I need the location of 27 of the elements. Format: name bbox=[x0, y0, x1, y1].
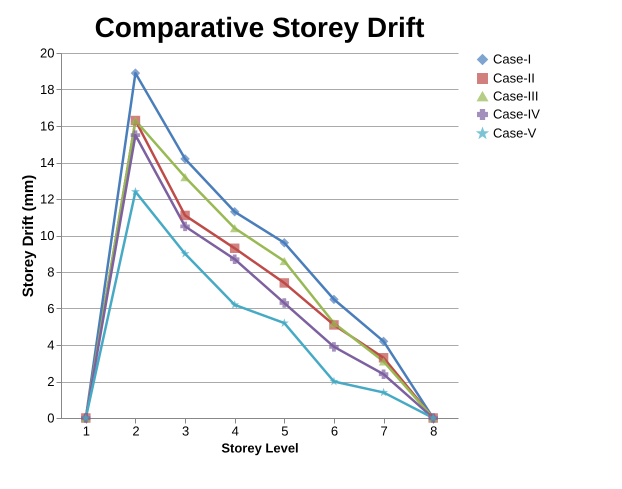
x-tick-label: 7 bbox=[380, 424, 388, 438]
legend-label: Case-III bbox=[493, 88, 539, 104]
x-tick-label: 6 bbox=[330, 424, 338, 438]
y-tick-label: 18 bbox=[40, 82, 54, 97]
y-tick-label: 14 bbox=[40, 155, 54, 170]
y-tick-label: 16 bbox=[40, 118, 54, 134]
x-tick-label: 5 bbox=[281, 424, 288, 438]
x-tick-label: 1 bbox=[82, 424, 90, 438]
y-tick-label: 4 bbox=[47, 338, 54, 352]
y-tick-label: 20 bbox=[40, 46, 54, 60]
y-tick-label: 2 bbox=[47, 374, 54, 389]
x-tick-label: 2 bbox=[132, 424, 140, 438]
chart-title: Comparative Storey Drift bbox=[94, 12, 424, 43]
legend-label: Case-I bbox=[493, 52, 532, 66]
legend-label: Case-V bbox=[493, 126, 537, 140]
x-tick-label: 4 bbox=[232, 424, 239, 438]
x-axis-title: Storey Level bbox=[221, 440, 299, 456]
y-axis-title: Storey Drift (mm) bbox=[20, 174, 38, 298]
legend-label: Case-II bbox=[493, 70, 535, 86]
y-tick-label: 8 bbox=[47, 264, 54, 280]
legend-label: Case-IV bbox=[493, 106, 540, 122]
y-tick-label: 10 bbox=[40, 228, 54, 243]
x-tick-label: 8 bbox=[430, 424, 438, 438]
y-tick-label: 0 bbox=[47, 410, 54, 426]
x-tick-label: 3 bbox=[182, 424, 190, 438]
y-tick-label: 6 bbox=[47, 301, 54, 316]
y-tick-label: 12 bbox=[40, 192, 54, 206]
